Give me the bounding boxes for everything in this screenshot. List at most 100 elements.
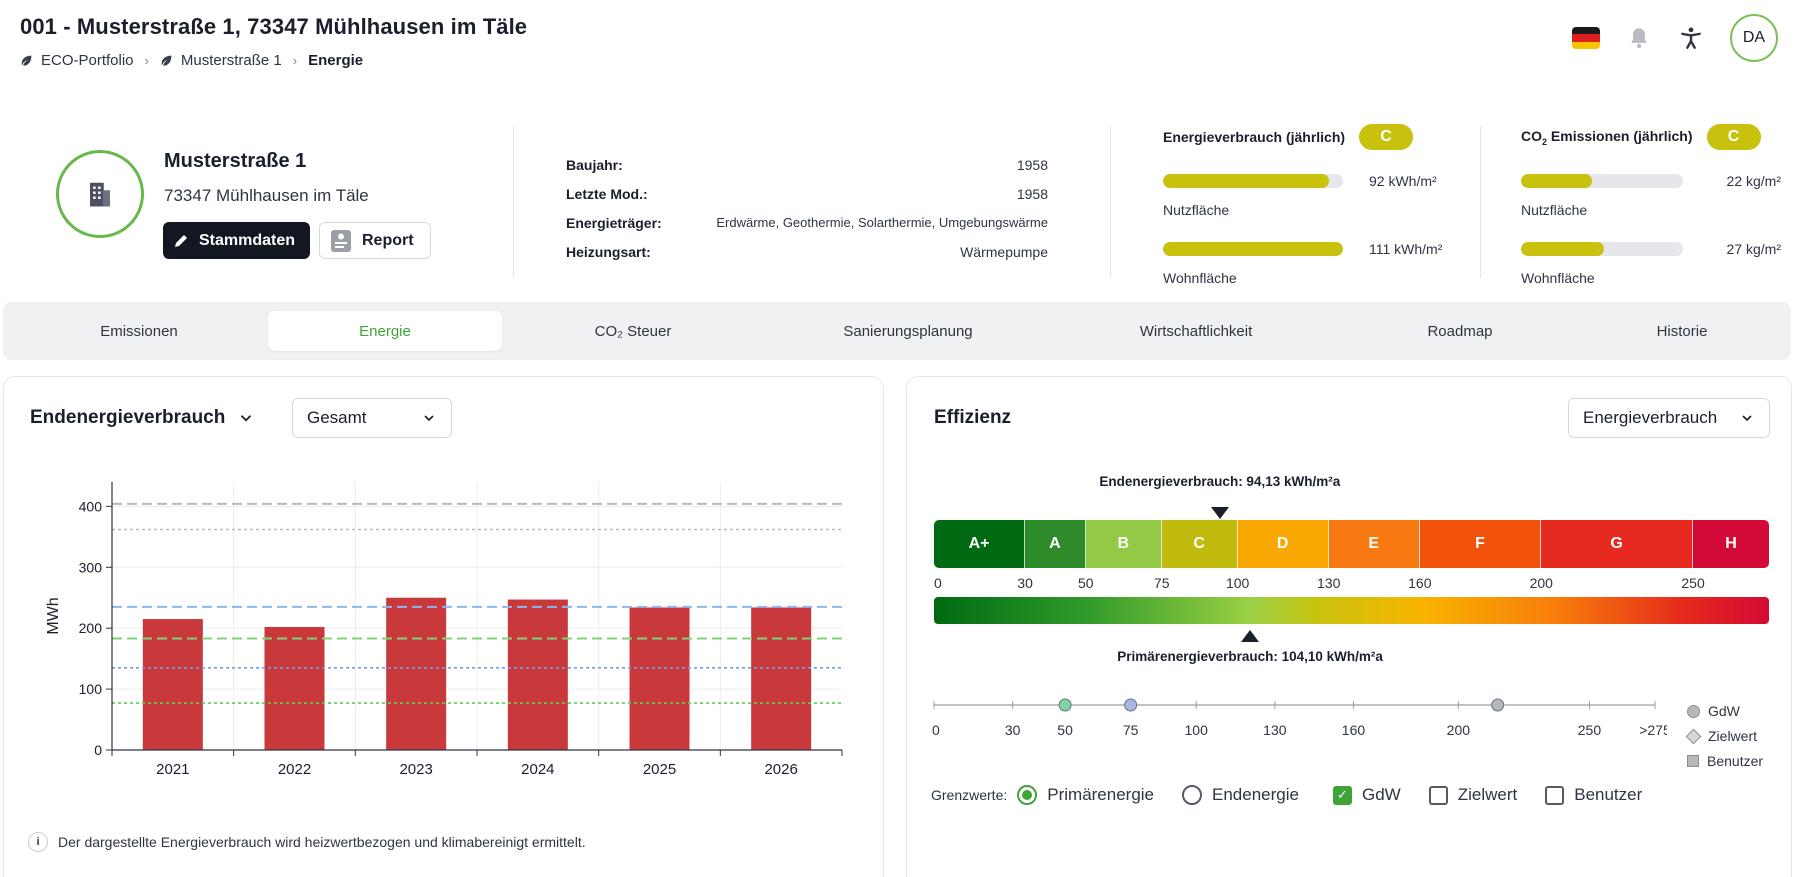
x-tick-label: 2023 bbox=[399, 761, 432, 778]
tab-emissionen[interactable]: Emissionen bbox=[100, 322, 178, 340]
progress-bar bbox=[1521, 174, 1683, 188]
energy-class-g: G bbox=[1541, 520, 1694, 568]
breadcrumb-property[interactable]: Musterstraße 1 bbox=[160, 52, 282, 69]
progress-bar bbox=[1163, 242, 1343, 256]
x-tick-label: 2025 bbox=[643, 761, 676, 778]
leaf-icon bbox=[161, 55, 172, 66]
bar-2021 bbox=[142, 619, 203, 750]
tab-sanierungsplanung[interactable]: Sanierungsplanung bbox=[843, 322, 973, 340]
metric-value: 27 kg/m² bbox=[1726, 241, 1781, 257]
y-axis-label: MWh bbox=[45, 597, 62, 634]
chart-title-dropdown[interactable]: Endenergieverbrauch bbox=[30, 407, 255, 429]
checkbox-benutzer[interactable]: Benutzer bbox=[1545, 785, 1642, 805]
x-tick-label: 2022 bbox=[278, 761, 311, 778]
progress-bar bbox=[1163, 174, 1343, 188]
tab-co2-steuer[interactable]: CO₂ Steuer bbox=[594, 322, 672, 340]
checkbox[interactable] bbox=[1545, 785, 1565, 805]
chevron-down-icon bbox=[241, 415, 252, 422]
bell-icon[interactable] bbox=[1626, 25, 1652, 51]
metric-label: Wohnfläche bbox=[1163, 270, 1237, 286]
accessibility-icon[interactable] bbox=[1678, 25, 1704, 51]
progress-fill bbox=[1521, 174, 1593, 188]
legend-zielwert: Zielwert bbox=[1685, 728, 1757, 744]
tab-energie[interactable]: Energie bbox=[268, 311, 502, 351]
page-title: 001 - Musterstraße 1, 73347 Mühlhausen i… bbox=[20, 14, 528, 39]
avatar[interactable]: DA bbox=[1730, 14, 1778, 62]
energy-consumption-metric: Energieverbrauch (jährlich) C 92 kWh/m² … bbox=[1163, 124, 1479, 286]
tab-bar: Emissionen Energie CO₂ Steuer Sanierungs… bbox=[3, 302, 1791, 360]
y-tick-label: 100 bbox=[79, 681, 103, 697]
breadcrumb-current: Energie bbox=[308, 52, 364, 69]
x-tick-label: 2021 bbox=[156, 761, 189, 778]
metric-title: CO2 Emissionen (jährlich) bbox=[1521, 127, 1693, 147]
building-avatar bbox=[56, 150, 144, 238]
pencil-icon bbox=[175, 234, 187, 247]
slider-tick-label: 130 bbox=[1263, 722, 1287, 738]
scale-tick-label: 200 bbox=[1529, 575, 1553, 591]
spec-energietraeger: Energieträger: Erdwärme, Geothermie, Sola… bbox=[566, 214, 1048, 231]
slider-tick-label: 75 bbox=[1123, 722, 1139, 738]
x-tick-label: 2024 bbox=[521, 761, 554, 778]
report-button[interactable]: Report bbox=[319, 222, 431, 259]
slider-marker bbox=[1124, 698, 1138, 712]
scale-tick-label: 30 bbox=[1017, 575, 1033, 591]
bar-2022 bbox=[264, 626, 325, 750]
scope-select[interactable]: Gesamt bbox=[292, 398, 452, 438]
checkbox-gdw[interactable]: ✓ GdW bbox=[1332, 785, 1401, 805]
property-specs: Baujahr: 1958 Letzte Mod.: 1958 Energieträ… bbox=[566, 150, 1048, 266]
checkbox-zielwert[interactable]: Zielwert bbox=[1428, 785, 1517, 805]
tab-historie[interactable]: Historie bbox=[1656, 322, 1708, 340]
scale-tick-label: 250 bbox=[1681, 575, 1705, 591]
progress-fill bbox=[1521, 242, 1604, 256]
slider-tick-label: 50 bbox=[1057, 722, 1073, 738]
efficiency-title: Effizienz bbox=[934, 407, 1012, 428]
breadcrumb: ECO-Portfolio › Musterstraße 1 › Energie bbox=[20, 52, 363, 69]
radio-button[interactable] bbox=[1017, 785, 1038, 805]
metric-label: Nutzfläche bbox=[1163, 202, 1230, 218]
checkbox[interactable]: ✓ bbox=[1332, 785, 1352, 805]
scale-tick-label: 160 bbox=[1408, 575, 1432, 591]
metric-label: Nutzfläche bbox=[1521, 202, 1588, 218]
bar-2024 bbox=[507, 599, 568, 750]
chevron-right-icon: › bbox=[292, 53, 298, 68]
stammdaten-button[interactable]: Stammdaten bbox=[163, 222, 310, 259]
metric-select[interactable]: Energieverbrauch bbox=[1568, 398, 1770, 438]
scale-tick-label: 130 bbox=[1317, 575, 1341, 591]
info-icon: i bbox=[28, 832, 48, 852]
radio-primaerenergie[interactable]: Primärenergie bbox=[1017, 785, 1154, 805]
divider bbox=[1480, 126, 1481, 278]
scale-tick-label: 75 bbox=[1153, 575, 1170, 591]
circle-icon bbox=[1687, 704, 1700, 718]
metric-label: Wohnfläche bbox=[1521, 270, 1595, 286]
efficiency-class-badge: C bbox=[1706, 124, 1761, 150]
legend-gdw: GdW bbox=[1687, 703, 1740, 719]
spec-baujahr: Baujahr: 1958 bbox=[566, 156, 1048, 173]
header-actions: DA bbox=[1572, 14, 1778, 62]
divider bbox=[1110, 126, 1111, 278]
energy-class-h: H bbox=[1693, 520, 1769, 568]
chevron-down-icon bbox=[1742, 415, 1752, 422]
slider-marker bbox=[1491, 698, 1505, 712]
slider-tick-label: 30 bbox=[1005, 722, 1021, 738]
property-name: Musterstraße 1 bbox=[164, 150, 307, 172]
tab-roadmap[interactable]: Roadmap bbox=[1427, 322, 1493, 340]
diamond-icon bbox=[1685, 728, 1702, 744]
y-tick-label: 300 bbox=[79, 559, 103, 575]
final-energy-marker bbox=[1210, 507, 1229, 519]
slider-tick-label: 200 bbox=[1447, 722, 1471, 738]
limit-options: Grenzwerte: Primärenergie Endenergie ✓ Gd… bbox=[931, 785, 1670, 805]
radio-endenergie[interactable]: Endenergie bbox=[1182, 785, 1299, 805]
germany-flag-icon[interactable] bbox=[1572, 27, 1600, 49]
radio-button[interactable] bbox=[1182, 785, 1203, 805]
slider-tick-label: 250 bbox=[1578, 722, 1602, 738]
energy-class-f: F bbox=[1419, 520, 1542, 568]
threshold-slider: 0 30 50 75 100 130 160 200 250 >275 bbox=[932, 698, 1667, 738]
efficiency-card: Effizienz Energieverbrauch Endenergiever… bbox=[906, 376, 1792, 877]
energy-class-d: D bbox=[1237, 520, 1329, 568]
scale-tick-label: 100 bbox=[1225, 575, 1250, 591]
tab-wirtschaftlichkeit[interactable]: Wirtschaftlichkeit bbox=[1139, 322, 1253, 340]
breadcrumb-portfolio[interactable]: ECO-Portfolio bbox=[20, 52, 134, 69]
report-icon bbox=[331, 229, 351, 252]
slider-tick-label: 100 bbox=[1185, 722, 1209, 738]
checkbox[interactable] bbox=[1428, 785, 1448, 805]
